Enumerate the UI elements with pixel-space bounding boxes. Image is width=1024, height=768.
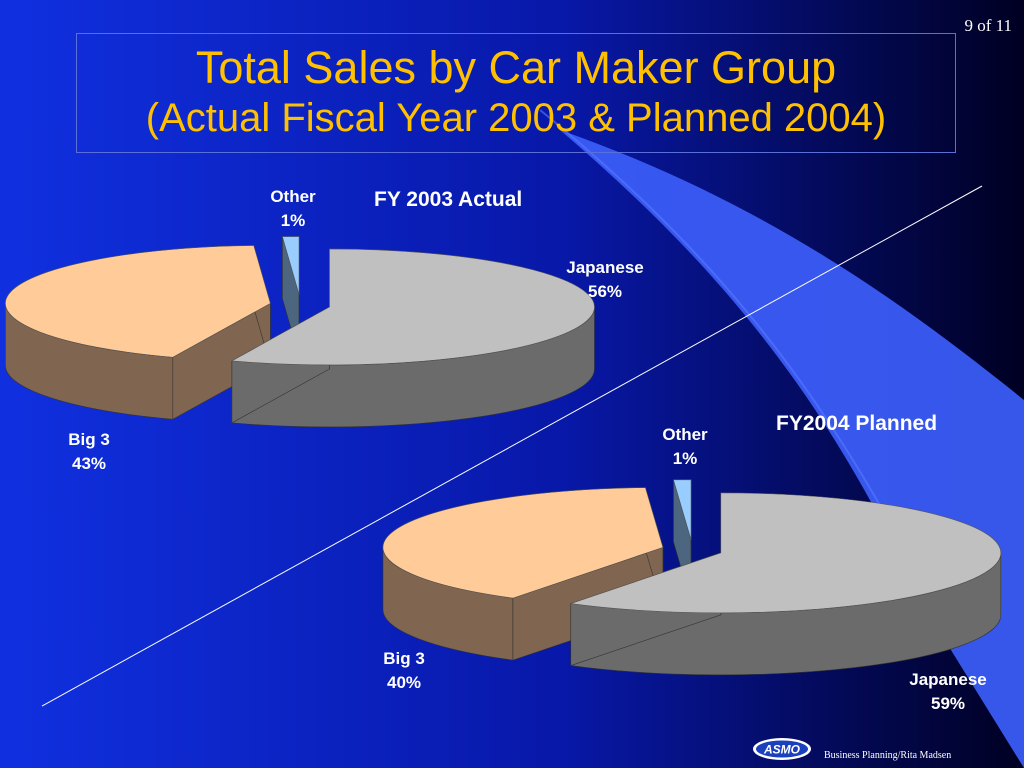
chart-title-fy2004: FY2004 Planned: [776, 412, 938, 435]
chart-title-fy2003: FY 2003 Actual: [374, 188, 523, 211]
background-swoosh: [560, 130, 1024, 768]
label-2004-japanese-value: 59%: [930, 694, 966, 713]
label-2004-japanese-name: Japanese: [909, 670, 987, 689]
pie-chart-fy2003: [5, 236, 595, 428]
background-swoosh-edge: [539, 109, 911, 561]
svg-text:ASMO: ASMO: [763, 743, 801, 757]
label-2003-other-value: 1%: [280, 211, 306, 230]
page-number: 9 of 11: [964, 16, 1012, 35]
label-2003-big3: Big 3 43%: [68, 428, 110, 476]
label-2003-big3-value: 43%: [71, 454, 107, 473]
asmo-logo: ASMO: [753, 738, 811, 760]
label-2004-japanese: Japanese 59%: [909, 668, 987, 716]
label-2004-big3-value: 40%: [386, 673, 422, 692]
label-2003-other: Other 1%: [270, 185, 315, 233]
label-2003-japanese: Japanese 56%: [566, 256, 644, 304]
pie-chart-fy2004: [382, 479, 1002, 676]
label-2004-other: Other 1%: [662, 423, 707, 471]
label-2003-japanese-value: 56%: [587, 282, 623, 301]
slide-title: Total Sales by Car Maker Group (Actual F…: [76, 33, 956, 153]
label-2004-big3-name: Big 3: [383, 649, 425, 668]
title-line-1: Total Sales by Car Maker Group: [195, 42, 837, 93]
pie-slice-japanese: [570, 492, 1002, 614]
label-2003-other-name: Other: [270, 187, 316, 206]
label-2004-other-name: Other: [662, 425, 708, 444]
pie-slice-other: [282, 236, 300, 295]
title-line-2: (Actual Fiscal Year 2003 & Planned 2004): [145, 96, 887, 140]
divider-line: [41, 185, 983, 707]
label-2004-other-value: 1%: [672, 449, 698, 468]
pie-slice-other: [673, 479, 692, 540]
pie-slice-japanese: [230, 248, 595, 366]
label-2003-big3-name: Big 3: [68, 430, 110, 449]
label-2003-japanese-name: Japanese: [566, 258, 644, 277]
pie-slice-big3: [382, 487, 664, 599]
label-2004-big3: Big 3 40%: [383, 647, 425, 695]
footer-credit: Business Planning/Rita Madsen: [824, 750, 952, 761]
pie-slice-big3: [5, 245, 271, 358]
